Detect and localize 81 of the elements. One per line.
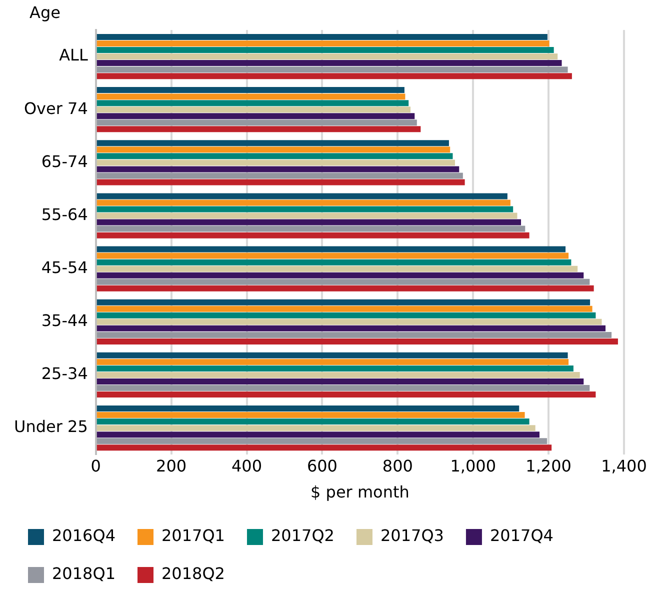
y-axis-title: Age — [30, 3, 60, 22]
bar — [96, 365, 574, 372]
bar — [96, 266, 578, 272]
bar — [96, 193, 508, 200]
bar — [96, 166, 460, 172]
x-tick-label: 200 — [156, 456, 187, 476]
bar — [96, 392, 596, 398]
bar — [96, 172, 463, 179]
bar — [96, 206, 514, 212]
x-tick-label: 800 — [382, 456, 413, 476]
bar — [96, 246, 566, 252]
bar — [96, 444, 552, 451]
bar — [96, 285, 594, 292]
bar — [96, 252, 569, 259]
bar — [96, 312, 596, 318]
bar — [96, 100, 409, 106]
bar — [96, 299, 590, 306]
y-tick-label: 65-74 — [41, 152, 88, 171]
legend-label: 2017Q4 — [490, 526, 554, 546]
bar — [96, 406, 520, 412]
bar — [96, 338, 618, 344]
bar — [96, 140, 449, 146]
legend-label: 2017Q2 — [270, 526, 334, 546]
bar — [96, 113, 415, 120]
bar — [96, 412, 525, 418]
bar — [96, 226, 526, 232]
bar — [96, 60, 562, 66]
legend-label: 2018Q1 — [52, 564, 116, 584]
bar — [96, 259, 572, 266]
bar — [96, 278, 590, 285]
bar — [96, 358, 569, 365]
bar — [96, 212, 518, 219]
bar — [96, 66, 568, 73]
legend-label: 2017Q3 — [380, 526, 444, 546]
bar — [96, 54, 558, 60]
x-tick-label: 1,400 — [601, 456, 647, 476]
bar — [96, 34, 548, 40]
bar — [96, 418, 530, 425]
bar — [96, 87, 404, 94]
bar — [96, 318, 602, 325]
bar — [96, 47, 554, 54]
bar — [96, 40, 550, 46]
bar — [96, 179, 465, 186]
x-tick-label: 400 — [231, 456, 262, 476]
x-tick-label: 600 — [306, 456, 338, 476]
bar — [96, 306, 592, 312]
bar — [96, 325, 606, 332]
bar — [96, 352, 568, 358]
bar — [96, 378, 584, 385]
bar — [96, 106, 410, 113]
bar — [96, 432, 540, 438]
bar — [96, 94, 406, 100]
bar — [96, 372, 580, 378]
legend-label: 2016Q4 — [52, 526, 116, 546]
bar — [96, 438, 548, 444]
bar — [96, 160, 455, 166]
legend-label: 2017Q1 — [161, 526, 225, 546]
y-tick-label: 35-44 — [41, 311, 88, 330]
bar — [96, 73, 572, 80]
bar — [96, 219, 522, 226]
bar — [96, 153, 453, 160]
x-tick-label: 0 — [90, 456, 101, 476]
bar — [96, 332, 612, 338]
bar — [96, 146, 450, 153]
bar — [96, 200, 510, 206]
y-tick-label: Over 74 — [24, 98, 88, 118]
x-axis-title: $ per month — [310, 482, 410, 502]
y-tick-label: Under 25 — [14, 417, 88, 436]
bar — [96, 126, 421, 132]
bar — [96, 232, 530, 238]
x-tick-label: 1,000 — [450, 456, 496, 476]
bar — [96, 272, 584, 278]
x-tick-label: 1,200 — [526, 456, 572, 476]
y-tick-label: 55-64 — [41, 204, 88, 224]
legend-label: 2018Q2 — [161, 564, 225, 584]
bar — [96, 120, 417, 126]
y-tick-label: 45-54 — [41, 258, 88, 277]
bar — [96, 425, 536, 432]
y-tick-label: 25-34 — [41, 364, 88, 384]
y-tick-label: ALL — [59, 46, 88, 65]
bar — [96, 385, 590, 392]
